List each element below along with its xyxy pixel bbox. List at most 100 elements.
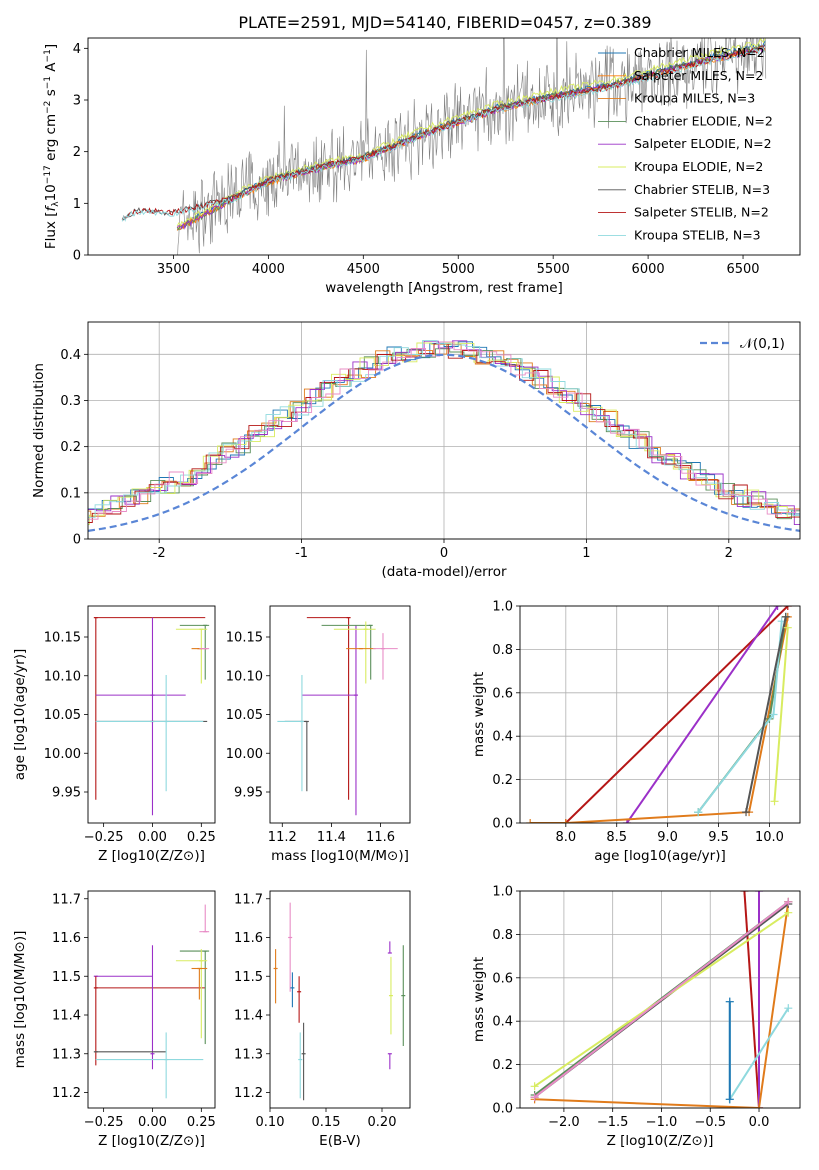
y-axis-label-part: −1 [43, 49, 53, 62]
weight-point-marker [740, 891, 749, 895]
x-tick-label: −0.5 [694, 1115, 726, 1130]
y-axis-label-part: Flux [ [43, 211, 59, 249]
weight-line [773, 627, 789, 802]
y-axis-label: mass weight [471, 957, 487, 1042]
weight-point-marker [742, 808, 751, 817]
weight-point-marker [725, 1095, 734, 1104]
y-tick-label: 11.2 [52, 1086, 81, 1101]
legend-label: Kroupa STELIB, N=3 [634, 227, 761, 242]
y-tick-label: 11.5 [52, 970, 81, 985]
weight-point-marker [561, 819, 570, 823]
y-tick-label: 0.4 [60, 348, 81, 363]
y-tick-label: 11.6 [52, 931, 81, 946]
plot-area [277, 617, 398, 816]
y-tick-label: 11.7 [234, 892, 263, 907]
y-tick-label: 11.2 [234, 1086, 263, 1101]
y-axis-label-part: −17 [43, 165, 53, 184]
y-tick-label: 11.4 [52, 1009, 81, 1024]
model-spectrum-line [176, 45, 766, 230]
y-tick-label: 11.7 [52, 892, 81, 907]
weight-point-marker [530, 1093, 539, 1102]
x-tick-label: 0.10 [256, 1115, 285, 1130]
model-spectrum-line [121, 47, 766, 222]
x-tick-label: −1.0 [646, 1115, 678, 1130]
weight-point-marker [755, 891, 764, 895]
y-tick-label: 11.5 [234, 970, 263, 985]
y-tick-label: 11.6 [234, 931, 263, 946]
y-axis-label: age [log10(age/yr)] [12, 649, 28, 781]
age-vs-metallicity-panel: −0.25 0.00 0.25 9.95 10.00 10.05 10.10 10.15 Z [… [12, 605, 216, 864]
weight-line [530, 616, 789, 823]
x-axis-label: wavelength [Angstrom, rest frame] [325, 280, 563, 296]
y-tick-label: 0.0 [492, 1102, 513, 1117]
y-tick-label: 11.3 [234, 1047, 263, 1062]
x-tick-label: 4000 [252, 262, 285, 277]
y-axis-label: Flux [fλ10−17 erg cm−2 s−1 A−1] [43, 44, 61, 249]
y-tick-label: 9.95 [234, 786, 263, 801]
x-tick-label: −0.25 [84, 1115, 124, 1130]
plot-area [93, 904, 210, 1099]
y-axis-label-part: erg cm [43, 114, 59, 165]
x-tick-label: 3500 [157, 262, 190, 277]
plot-area [530, 891, 793, 1108]
residual-histogram-step [88, 344, 800, 517]
legend-label: Chabrier MILES, N=2 [634, 45, 765, 60]
legend-label: Salpeter STELIB, N=2 [634, 205, 769, 220]
y-axis-label-part: ] [43, 44, 59, 49]
y-tick-label: 0 [73, 249, 81, 264]
plot-area [526, 606, 792, 823]
x-tick-label: 10.0 [755, 830, 784, 845]
x-tick-label: 11.2 [268, 830, 297, 845]
y-axis-label-part: −2 [43, 101, 53, 114]
x-tick-label: 11.6 [366, 830, 395, 845]
x-axis-label: Z [log10(Z/Z⊙)] [607, 1133, 714, 1149]
weight-point-marker [784, 897, 793, 906]
residual-histogram-step [88, 343, 800, 523]
axes-frame [269, 890, 411, 1109]
plot-area [93, 617, 210, 816]
model-spectrum-line [121, 46, 766, 221]
y-axis-label-part: A [43, 62, 59, 76]
x-tick-label: 5500 [537, 262, 570, 277]
weight-line [743, 891, 760, 1108]
axes-frame [87, 37, 801, 256]
x-axis-label: Z [log10(Z/Z⊙)] [98, 848, 205, 864]
y-tick-label: 0.4 [492, 1015, 513, 1030]
y-tick-label: 10.00 [44, 747, 81, 762]
y-tick-label: 10.05 [44, 708, 81, 723]
plot-area [273, 902, 406, 1101]
x-axis-label: (data-model)/error [381, 564, 507, 580]
y-tick-label: 1 [73, 197, 81, 212]
x-tick-label: -1 [295, 546, 308, 561]
x-tick-label: 0.25 [187, 830, 216, 845]
x-tick-label: 9.5 [708, 830, 729, 845]
y-tick-label: 11.3 [52, 1047, 81, 1062]
y-tick-label: 2 [73, 145, 81, 160]
x-tick-label: 8.0 [555, 830, 576, 845]
axes-frame [87, 890, 216, 1109]
weight-vs-age-panel: 8.0 8.5 9.0 9.5 10.0 0.0 0.2 0.4 0.6 0.8 1.0 age [l… [471, 600, 801, 864]
y-tick-label: 0.8 [492, 643, 513, 658]
weight-point-marker [781, 612, 790, 621]
x-tick-label: 0.20 [368, 1115, 397, 1130]
weight-point-marker [773, 606, 782, 610]
y-tick-label: 0.4 [492, 730, 513, 745]
weight-point-marker [694, 808, 703, 817]
x-axis-label: E(B-V) [319, 1133, 361, 1149]
y-tick-label: 0.2 [492, 773, 513, 788]
y-tick-label: 3 [73, 94, 81, 109]
weight-line [565, 606, 789, 823]
weight-line [626, 606, 779, 823]
residuals-panel: -2 -1 0 1 2 0 0.1 0.2 0.3 0.4 (data-model)/error No… [31, 321, 801, 580]
weight-point-marker [530, 1082, 539, 1091]
legend-label: Salpeter ELODIE, N=2 [634, 136, 772, 151]
y-axis-label-part: f [43, 204, 59, 211]
y-tick-label: 10.15 [226, 631, 263, 646]
y-tick-label: 0.2 [60, 440, 81, 455]
x-axis-label: Z [log10(Z/Z⊙)] [98, 1133, 205, 1149]
weight-line [533, 901, 789, 1098]
y-tick-label: 10.15 [44, 631, 81, 646]
plot-area [121, 38, 767, 255]
y-axis-label-part: −1 [43, 76, 53, 89]
